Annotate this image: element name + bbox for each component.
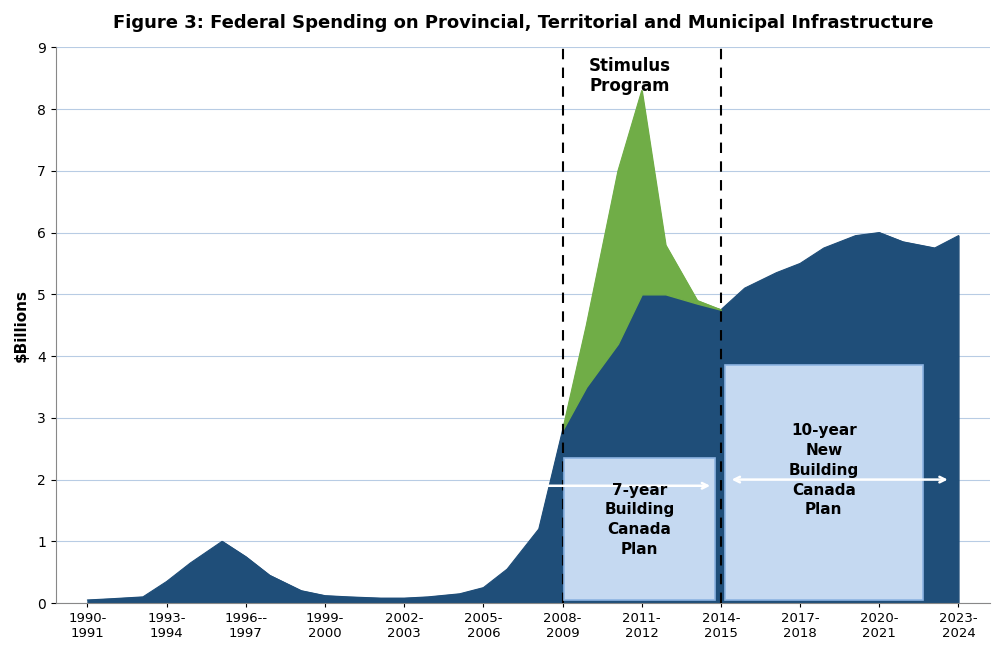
- Text: 10-year
New
Building
Canada
Plan: 10-year New Building Canada Plan: [788, 423, 859, 517]
- FancyBboxPatch shape: [564, 458, 714, 600]
- FancyBboxPatch shape: [724, 366, 922, 600]
- Text: 7-year
Building
Canada
Plan: 7-year Building Canada Plan: [604, 483, 674, 557]
- Title: Figure 3: Federal Spending on Provincial, Territorial and Municipal Infrastructu: Figure 3: Federal Spending on Provincial…: [112, 14, 932, 32]
- Y-axis label: $Billions: $Billions: [14, 288, 29, 362]
- Text: Stimulus
Program: Stimulus Program: [589, 57, 670, 95]
